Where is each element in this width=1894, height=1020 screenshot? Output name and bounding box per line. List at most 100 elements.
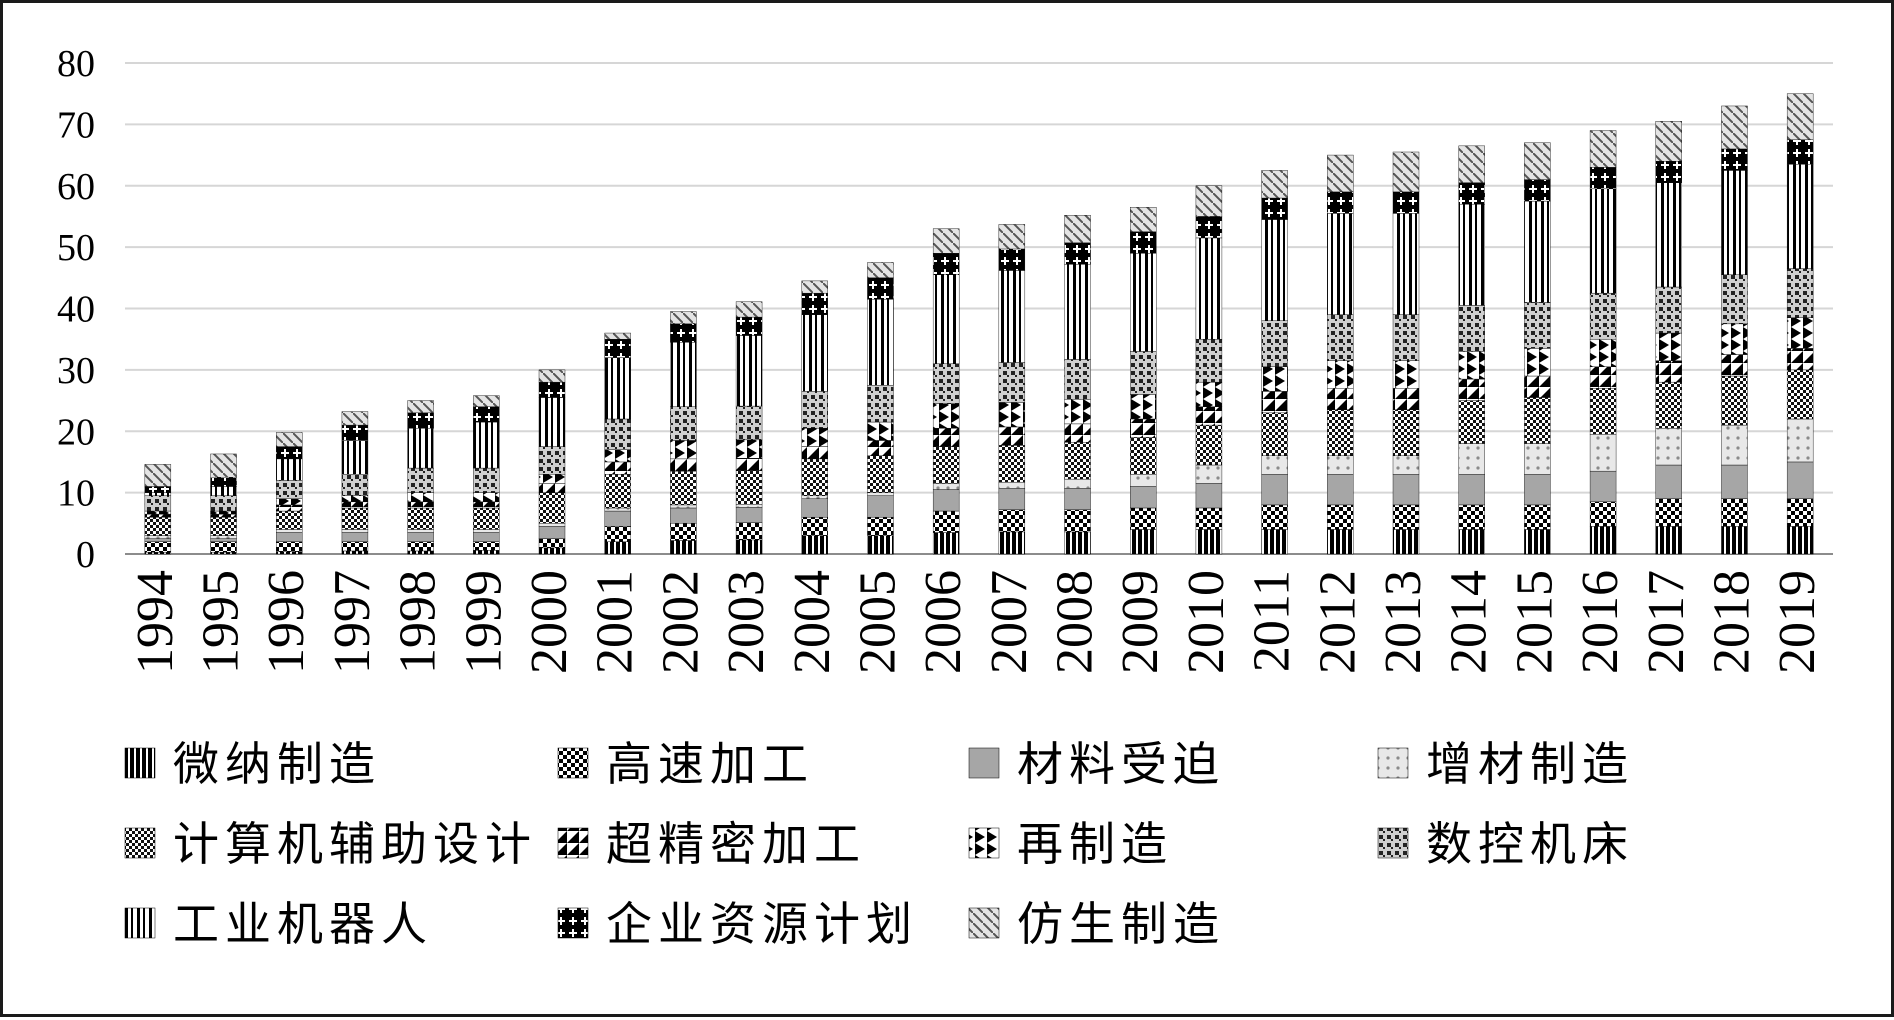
legend-swatch: [557, 907, 589, 939]
bar-segment: [1064, 531, 1091, 555]
legend-label: 微纳制造: [173, 737, 381, 791]
bar-segment: [1392, 360, 1420, 389]
bar-segment: [1392, 151, 1420, 193]
bar-segment: [1130, 207, 1157, 232]
bar-segment: [1458, 145, 1485, 183]
bar-segment: [1327, 360, 1354, 389]
bar-segment: [1130, 253, 1157, 352]
legend-label: 再制造: [1017, 817, 1173, 871]
bar-segment: [1786, 526, 1814, 555]
bar-segment: [210, 513, 237, 518]
bar-segment: [867, 299, 894, 386]
bar-segment: [144, 551, 172, 555]
bar-stack-2019: [1786, 93, 1814, 555]
legend-label: 增材制造: [1426, 737, 1634, 791]
bar-stack-1998: [407, 400, 434, 555]
bar-segment: [1195, 529, 1223, 555]
bar-segment: [932, 403, 960, 429]
bar-segment: [1786, 348, 1814, 371]
bar-segment: [604, 461, 631, 475]
bar-segment: [1195, 483, 1223, 509]
bar-segment: [1786, 461, 1814, 499]
bar-segment: [276, 532, 303, 542]
bar-segment: [867, 455, 894, 493]
bar-segment: [1064, 488, 1091, 511]
legend-swatch: [968, 827, 1000, 859]
bar-segment: [1195, 424, 1223, 466]
bar-segment: [276, 498, 303, 506]
bar-segment: [1261, 474, 1288, 506]
bar-segment: [1458, 182, 1485, 205]
bar-segment: [276, 551, 303, 555]
bar-segment: [1589, 338, 1617, 368]
bar-segment: [998, 402, 1026, 428]
bar-segment: [735, 335, 763, 407]
bar-segment: [670, 323, 697, 343]
bar-segment: [1130, 437, 1157, 475]
legend-label: 高速加工: [606, 737, 814, 791]
y-tick-label: 80: [57, 43, 95, 85]
bar-segment: [604, 526, 631, 542]
bar-segment: [538, 369, 566, 383]
bar-segment: [341, 529, 369, 533]
x-tick-label: 2017: [1638, 570, 1695, 674]
bar-segment: [1392, 191, 1420, 214]
bar-segment: [670, 523, 697, 541]
bar-segment: [1589, 366, 1617, 389]
bar-segment: [867, 262, 894, 279]
bar-segment: [1589, 526, 1617, 555]
bar-segment: [1327, 154, 1354, 193]
y-tick-label: 50: [57, 227, 95, 269]
bar-segment: [1655, 286, 1682, 334]
bar-segment: [801, 516, 828, 536]
bar-segment: [1261, 219, 1288, 321]
bar-segment: [473, 467, 500, 493]
bar-segment: [538, 538, 566, 549]
legend-label: 超精密加工: [606, 817, 866, 871]
bar-segment: [407, 529, 434, 533]
bar-stack-2013: [1392, 151, 1420, 555]
bar-segment: [144, 535, 172, 539]
bar-segment: [670, 342, 697, 407]
bar-segment: [144, 513, 172, 518]
legend-swatch: [968, 907, 1000, 939]
bar-segment: [932, 427, 960, 447]
bar-segment: [801, 427, 828, 447]
bar-segment: [998, 531, 1026, 555]
bar-segment: [144, 541, 172, 553]
bar-segment: [1655, 160, 1682, 183]
bar-segment: [538, 474, 566, 484]
bar-segment: [670, 507, 697, 524]
bar-segment: [1064, 242, 1091, 265]
bar-segment: [604, 474, 631, 509]
bar-segment: [473, 532, 500, 542]
bar-segment: [1458, 351, 1485, 380]
bar-segment: [1786, 369, 1814, 420]
bar-segment: [473, 395, 500, 407]
bar-segment: [1130, 418, 1157, 438]
bar-segment: [1261, 529, 1288, 555]
bar-segment: [1327, 474, 1354, 506]
bar-segment: [1130, 486, 1157, 509]
legend-item: 微纳制造: [124, 737, 381, 791]
bar-segment: [1195, 381, 1223, 407]
bar-segment: [473, 529, 500, 533]
bar-stack-2015: [1524, 142, 1551, 555]
bar-segment: [1524, 443, 1551, 475]
bar-segment: [1589, 501, 1617, 527]
bar-segment: [1327, 213, 1354, 315]
legend-label: 工业机器人: [173, 897, 433, 951]
bar-segment: [538, 492, 566, 524]
x-tick-label: 2000: [521, 570, 578, 674]
legend-swatch: [1377, 827, 1409, 859]
bar-segment: [1327, 529, 1354, 555]
bar-segment: [1721, 105, 1748, 150]
bar-segment: [735, 507, 763, 523]
bar-segment: [210, 538, 237, 542]
bar-segment: [1786, 139, 1814, 165]
bar-segment: [670, 311, 697, 325]
bar-segment: [735, 316, 763, 336]
bar-segment: [1655, 464, 1682, 499]
bar-segment: [670, 458, 697, 472]
